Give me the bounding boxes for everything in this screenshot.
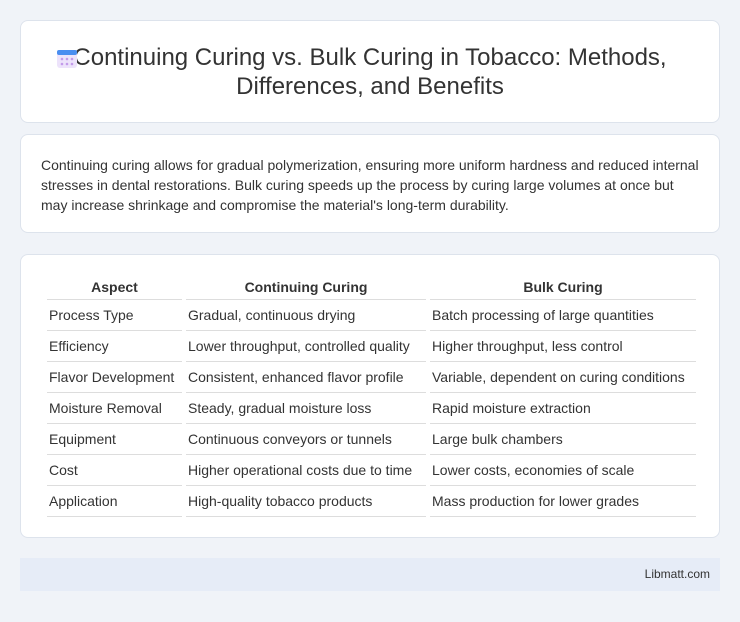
summary: Continuing curing allows for gradual pol…	[41, 157, 699, 213]
table-cell: High-quality tobacco products	[186, 486, 426, 517]
table-cell: Flavor Development	[47, 362, 182, 393]
table-cell: Efficiency	[47, 331, 182, 362]
column-header: Aspect	[47, 275, 182, 300]
source: Libmatt.com	[644, 567, 710, 581]
table-cell: Continuous conveyors or tunnels	[186, 424, 426, 455]
table-row: Efficiency Lower throughput, controlled q…	[47, 331, 696, 362]
table-cell: Application	[47, 486, 182, 517]
table-cell: Rapid moisture extraction	[430, 393, 696, 424]
table-cell: Equipment	[47, 424, 182, 455]
table-cell: Gradual, continuous drying	[186, 300, 426, 331]
table-row: Cost Higher operational costs due to time…	[47, 455, 696, 486]
title: Continuing Curing vs. Bulk Curing in Tob…	[73, 43, 667, 100]
table-row: Equipment Continuous conveyors or tunnels…	[47, 424, 696, 455]
table-cell: Steady, gradual moisture loss	[186, 393, 426, 424]
table-cell: Large bulk chambers	[430, 424, 696, 455]
table-cell: Higher throughput, less control	[430, 331, 696, 362]
table-cell: Variable, dependent on curing conditions	[430, 362, 696, 393]
table-cell: Cost	[47, 455, 182, 486]
calendar-icon	[57, 50, 77, 68]
table-cell: Consistent, enhanced flavor profile	[186, 362, 426, 393]
table-cell: Lower throughput, controlled quality	[186, 331, 426, 362]
table-cell: Moisture Removal	[47, 393, 182, 424]
column-header: Continuing Curing	[186, 275, 426, 300]
table-cell: Batch processing of large quantities	[430, 300, 696, 331]
table-cell: Higher operational costs due to time	[186, 455, 426, 486]
table-row: Process Type Gradual, continuous drying Ba…	[47, 300, 696, 331]
table-row: Moisture Removal Steady, gradual moisture…	[47, 393, 696, 424]
table-row: Application High-quality tobacco products…	[47, 486, 696, 517]
column-header: Bulk Curing	[430, 275, 696, 300]
summary-card: Continuing curing allows for gradual pol…	[20, 134, 720, 233]
table-row: Flavor Development Consistent, enhanced f…	[47, 362, 696, 393]
table-cell: Lower costs, economies of scale	[430, 455, 696, 486]
table-cell: Process Type	[47, 300, 182, 331]
table-card: Aspect Continuing Curing Bulk Curing Proces…	[20, 254, 720, 538]
table-cell: Mass production for lower grades	[430, 486, 696, 517]
comparison-table: Aspect Continuing Curing Bulk Curing Proces…	[43, 275, 700, 517]
header: Continuing Curing vs. Bulk Curing in Tob…	[20, 20, 720, 123]
footer: Libmatt.com	[20, 558, 720, 591]
